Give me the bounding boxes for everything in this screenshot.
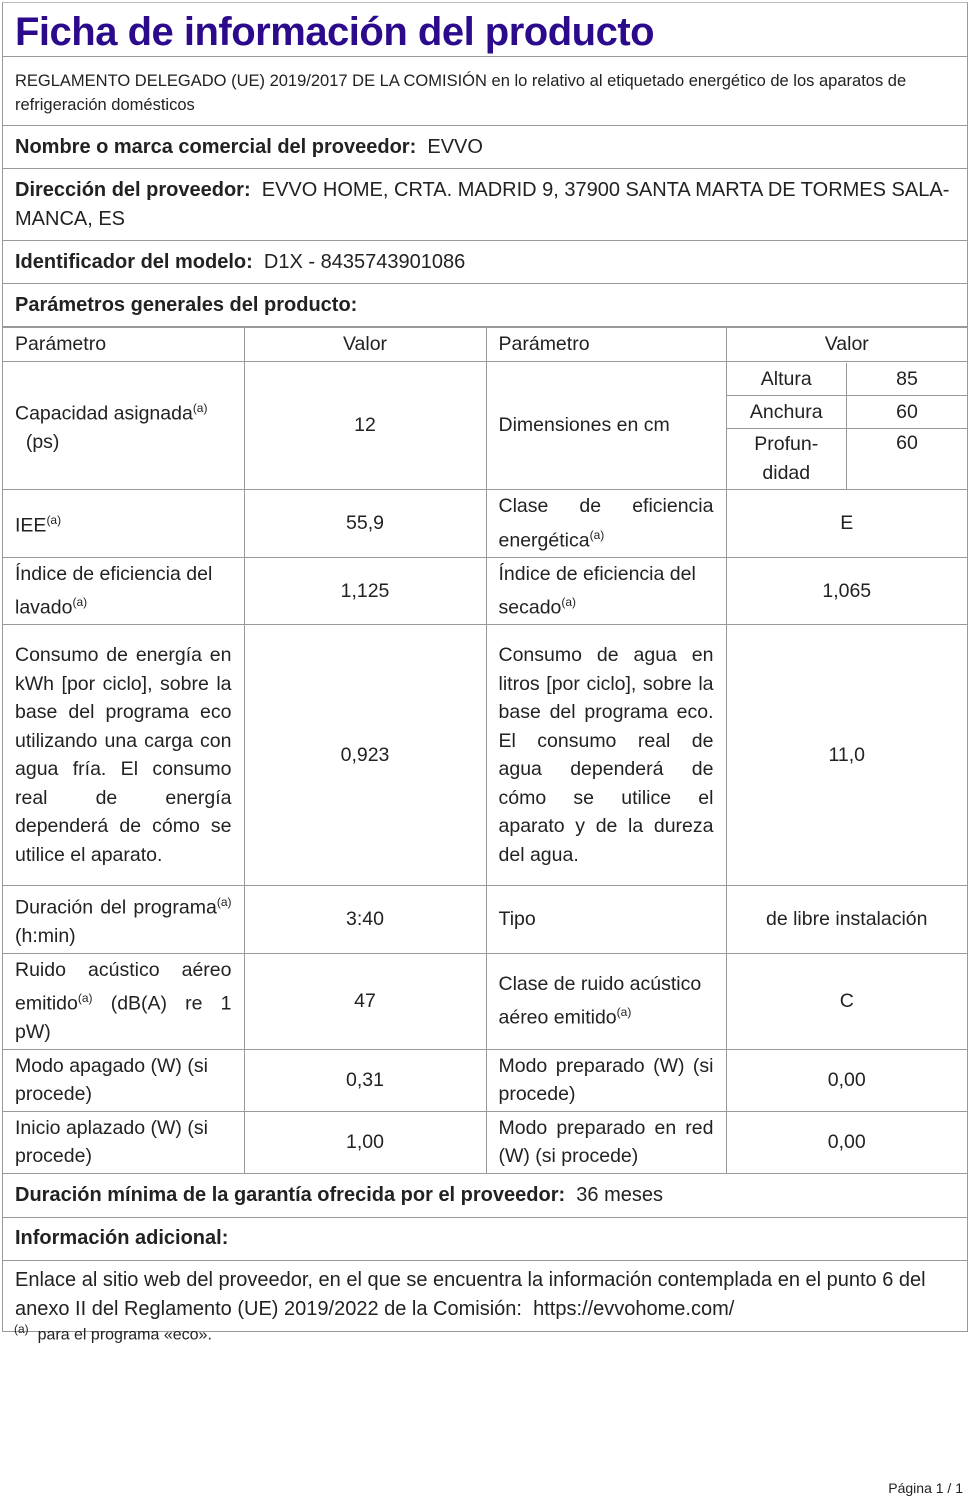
dim-name: Profun-didad [726, 428, 847, 489]
wash-index-label: Índice de eficiencia del lavado(a) [3, 556, 245, 625]
dim-name: Anchura [726, 395, 847, 429]
header-value: Valor [243, 327, 487, 362]
label: Dirección del proveedor: [15, 179, 251, 201]
table-row: Ruido acústico aéreo emitido(a) (dB(A) r… [3, 952, 967, 1050]
supplier-address-row: Dirección del proveedor: EVVO HOME, CRTA… [3, 169, 967, 241]
dim-value: 85 [846, 362, 967, 396]
product-info-sheet: Ficha de información del producto REGLAM… [2, 2, 968, 1332]
table-row: Modo apagado (W) (si procede) 0,31 Modo … [3, 1048, 967, 1112]
dimensions-values: Altura 85 Anchura 60 Profun-didad 60 [725, 361, 967, 490]
net-standby-label: Modo preparado en red (W) (si procede) [485, 1110, 727, 1174]
dimensions-label: Dimensiones en cm [485, 361, 727, 490]
table-row: IEE(a) 55,9 Clase de eficiencia energéti… [3, 489, 967, 558]
delay-label: Inicio aplazado (W) (si procede) [3, 1110, 245, 1174]
table-row: Capacidad asignada(a) (ps) 12 Dimensione… [3, 361, 967, 490]
supplier-name-row: Nombre o marca comercial del proveedor: … [3, 126, 967, 169]
dry-index-value: 1,065 [725, 556, 967, 625]
table-row: Duración del programa(a) (h:min) 3:40 Ti… [3, 885, 967, 954]
water-label: Consumo de agua en litros [por ciclo], s… [485, 624, 727, 886]
noise-value: 47 [243, 952, 487, 1050]
noise-label: Ruido acústico aéreo emitido(a) (dB(A) r… [3, 952, 245, 1050]
dim-value: 60 [846, 395, 967, 429]
iee-value: 55,9 [243, 489, 487, 558]
header-value: Valor [725, 327, 967, 362]
regulation-text: REGLAMENTO DELEGADO (UE) 2019/2017 DE LA… [3, 57, 967, 126]
energy-class-label: Clase de eficiencia energética(a) [485, 489, 727, 558]
label: Parámetros generales del producto: [15, 293, 358, 316]
warranty-value: 36 meses [576, 1183, 663, 1206]
table-row: Consumo de energía en kWh [por ciclo], s… [3, 624, 967, 886]
dry-index-label: Índice de eficiencia del secado(a) [485, 556, 727, 625]
off-mode-value: 0,31 [243, 1048, 487, 1112]
water-value: 11,0 [725, 624, 967, 886]
header-param: Parámetro [3, 327, 245, 362]
wash-index-value: 1,125 [243, 556, 487, 625]
duration-label: Duración del programa(a) (h:min) [3, 885, 245, 954]
duration-value: 3:40 [243, 885, 487, 954]
label: Identificador del modelo: [15, 250, 253, 273]
model-id: D1X - 8435743901086 [263, 250, 466, 273]
type-value: de libre instalación [725, 885, 967, 954]
table-row: Inicio aplazado (W) (si procede) 1,00 Mo… [3, 1110, 967, 1174]
parameters-table: Parámetro Valor Parámetro Valor Capacida… [3, 327, 967, 1174]
iee-label: IEE(a) [3, 489, 245, 558]
type-label: Tipo [485, 885, 727, 954]
page-title: Ficha de información del producto [3, 3, 967, 57]
additional-info: Enlace al sitio web del proveedor, en el… [3, 1261, 967, 1332]
energy-label: Consumo de energía en kWh [por ciclo], s… [3, 624, 245, 886]
page-number: Página 1 / 1 [888, 1480, 963, 1496]
delay-value: 1,00 [243, 1110, 487, 1174]
capacity-label: Capacidad asignada(a) (ps) [3, 361, 245, 490]
label: Información adicional: [15, 1227, 229, 1249]
standby-value: 0,00 [725, 1048, 967, 1112]
params-heading: Parámetros generales del producto: [3, 284, 967, 327]
net-standby-value: 0,00 [725, 1110, 967, 1174]
warranty-row: Duración mínima de la garantía ofrecida … [3, 1174, 967, 1218]
model-row: Identificador del modelo: D1X - 84357439… [3, 241, 967, 284]
footnote: (a) para el programa «eco». [14, 1322, 212, 1344]
off-mode-label: Modo apagado (W) (si procede) [3, 1048, 245, 1112]
standby-label: Modo preparado (W) (si procede) [485, 1048, 727, 1112]
additional-heading: Información adicional: [3, 1218, 967, 1261]
label: Nombre o marca comercial del proveedor: [15, 135, 417, 158]
supplier-name: EVVO [427, 135, 483, 158]
supplier-address: EVVO HOME, CRTA. MADRID 9, 37900 SANTA M… [15, 179, 950, 230]
dim-name: Altura [726, 362, 847, 396]
energy-class-value: E [725, 489, 967, 558]
additional-text: Enlace al sitio web del proveedor, en el… [15, 1268, 926, 1320]
label: Duración mínima de la garantía ofrecida … [15, 1183, 566, 1206]
dim-value: 60 [846, 428, 967, 489]
header-param: Parámetro [485, 327, 727, 362]
table-header: Parámetro Valor Parámetro Valor [3, 327, 967, 362]
energy-value: 0,923 [243, 624, 487, 886]
noise-class-value: C [725, 952, 967, 1050]
noise-class-label: Clase de ruido acústico aéreo emitido(a) [485, 952, 727, 1050]
table-row: Índice de eficiencia del lavado(a) 1,125… [3, 556, 967, 625]
supplier-url-link[interactable]: https://evvohome.com/ [533, 1297, 735, 1320]
capacity-value: 12 [243, 361, 487, 490]
